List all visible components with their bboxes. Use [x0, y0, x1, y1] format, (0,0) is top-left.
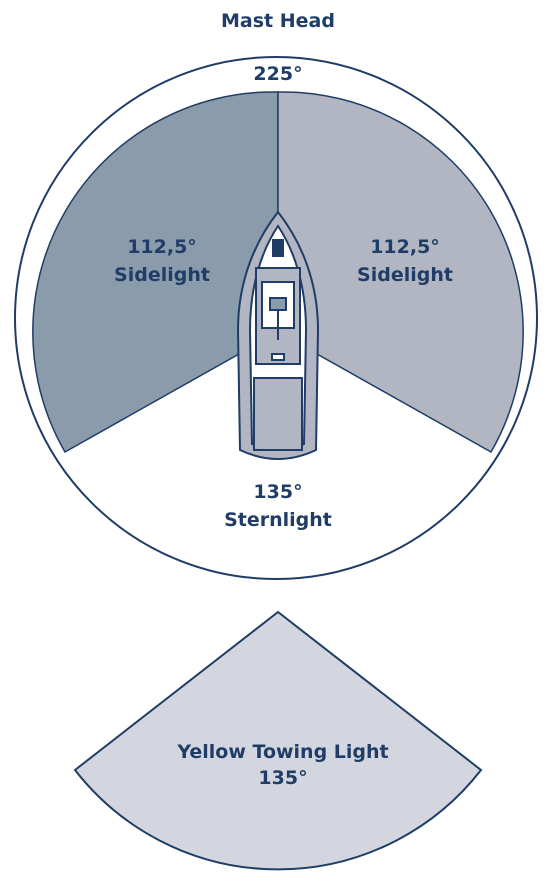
sector-angle: 112,5°	[370, 236, 440, 258]
sector-name: Sidelight	[114, 264, 210, 286]
sector-name: Sternlight	[224, 509, 332, 531]
mast-head-angle: 225°	[253, 63, 302, 85]
towing-light-sector	[73, 610, 483, 871]
starboard-sector	[277, 91, 524, 454]
towing-light-name: Yellow Towing Light	[176, 741, 388, 763]
sector-name: Sidelight	[357, 264, 453, 286]
sector-angle: 135°	[253, 481, 302, 503]
title: Mast Head	[221, 10, 335, 32]
boat	[236, 210, 320, 460]
towing-light-angle: 135°	[258, 767, 307, 789]
port-sector	[32, 91, 279, 454]
sector-angle: 112,5°	[127, 236, 197, 258]
